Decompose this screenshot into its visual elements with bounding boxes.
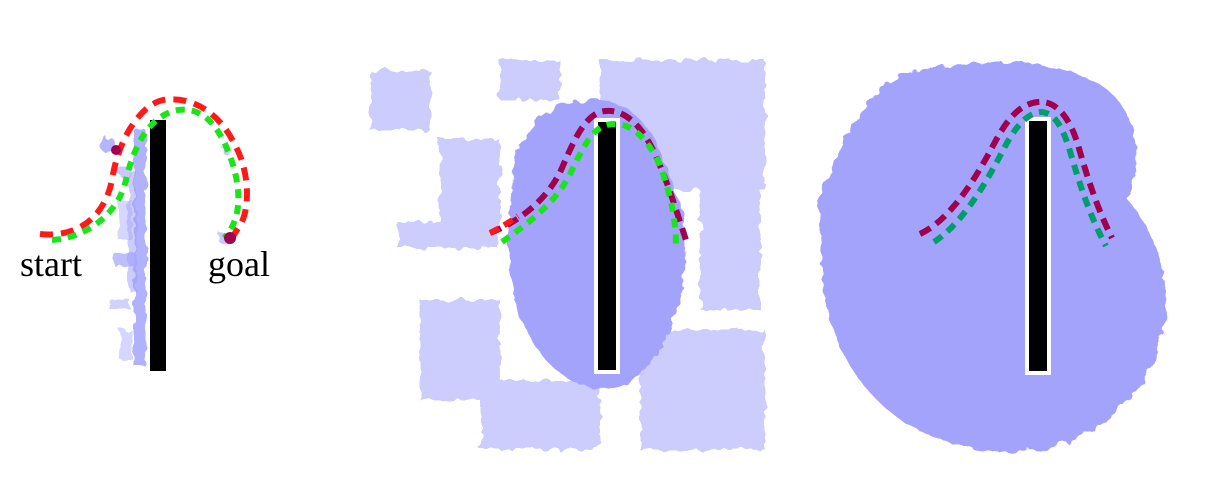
right-wall: [1029, 121, 1047, 371]
panel-right: [818, 62, 1166, 452]
middle-wall: [598, 122, 616, 370]
start-label: start: [20, 244, 82, 284]
left-start-marker: [111, 145, 121, 155]
right-region-blob: [818, 62, 1166, 452]
panel-middle: [370, 60, 765, 450]
left-wall: [150, 120, 166, 371]
panel-left: start goal: [20, 99, 270, 371]
left-goal-marker: [224, 232, 236, 244]
goal-label: goal: [208, 244, 270, 284]
